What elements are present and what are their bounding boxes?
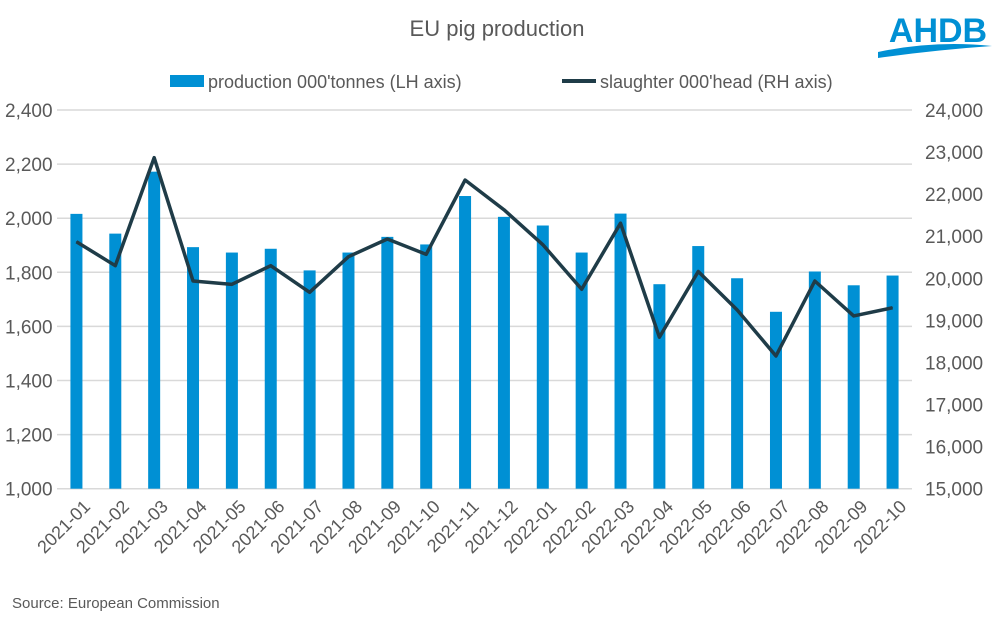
right-tick-label: 19,000 [925,311,983,332]
right-tick-label: 15,000 [925,480,983,501]
bar-production [847,285,860,489]
bar-production [769,311,782,489]
bar-production [459,196,472,489]
point-slaughter [114,265,116,267]
point-slaughter [658,336,660,338]
source-note: Source: European Commission [12,595,220,612]
point-slaughter [464,179,466,181]
logo-text: AHDB [889,12,987,50]
point-slaughter [192,280,194,282]
bar-production [420,244,433,489]
ahdb-logo: AHDB [878,12,992,58]
point-slaughter [542,244,544,246]
point-slaughter [736,309,738,311]
left-tick-label: 1,800 [5,263,53,284]
legend-label-slaughter: slaughter 000'head (RH axis) [600,72,833,92]
right-tick-label: 18,000 [925,353,983,374]
right-tick-label: 17,000 [925,396,983,417]
right-tick-label: 23,000 [925,143,983,164]
right-tick-label: 24,000 [925,101,983,122]
right-tick-label: 20,000 [925,269,983,290]
chart-title: EU pig production [410,16,585,41]
point-slaughter [75,241,77,243]
bar-production [303,270,316,489]
point-slaughter [347,256,349,258]
bar-production [653,284,666,489]
legend-label-production: production 000'tonnes (LH axis) [208,72,462,92]
right-tick-label: 21,000 [925,227,983,248]
point-slaughter [581,288,583,290]
right-tick-label: 16,000 [925,438,983,459]
legend-swatch-production [170,75,204,87]
point-slaughter [386,238,388,240]
point-slaughter [425,253,427,255]
point-slaughter [153,157,155,159]
point-slaughter [892,307,894,309]
point-slaughter [503,209,505,211]
bar-production [381,236,394,489]
bar-production [808,271,821,489]
bar-production [109,233,122,489]
bar-production [497,216,510,489]
point-slaughter [814,280,816,282]
left-tick-label: 2,000 [5,209,53,230]
left-tick-label: 1,400 [5,372,53,393]
bar-production [731,278,744,489]
point-slaughter [231,283,233,285]
bar-production [225,252,238,489]
left-tick-label: 2,400 [5,101,53,122]
bar-production [886,275,899,489]
right-tick-label: 22,000 [925,185,983,206]
point-slaughter [309,291,311,293]
bar-production [692,246,705,489]
line-slaughter [75,155,893,358]
left-tick-label: 2,200 [5,155,53,176]
point-slaughter [775,355,777,357]
bar-production [148,171,161,489]
left-tick-label: 1,200 [5,426,53,447]
point-slaughter [697,270,699,272]
bar-production [536,225,549,489]
bar-production [187,247,200,489]
point-slaughter [853,315,855,317]
left-tick-label: 1,600 [5,317,53,338]
bar-production [264,248,277,489]
point-slaughter [620,222,622,224]
bar-production [70,213,83,489]
bar-production [342,252,355,489]
legend: production 000'tonnes (LH axis) slaughte… [170,72,833,92]
point-slaughter [270,265,272,267]
bar-production [614,213,627,489]
left-tick-label: 1,000 [5,480,53,501]
bar-production [575,252,588,489]
